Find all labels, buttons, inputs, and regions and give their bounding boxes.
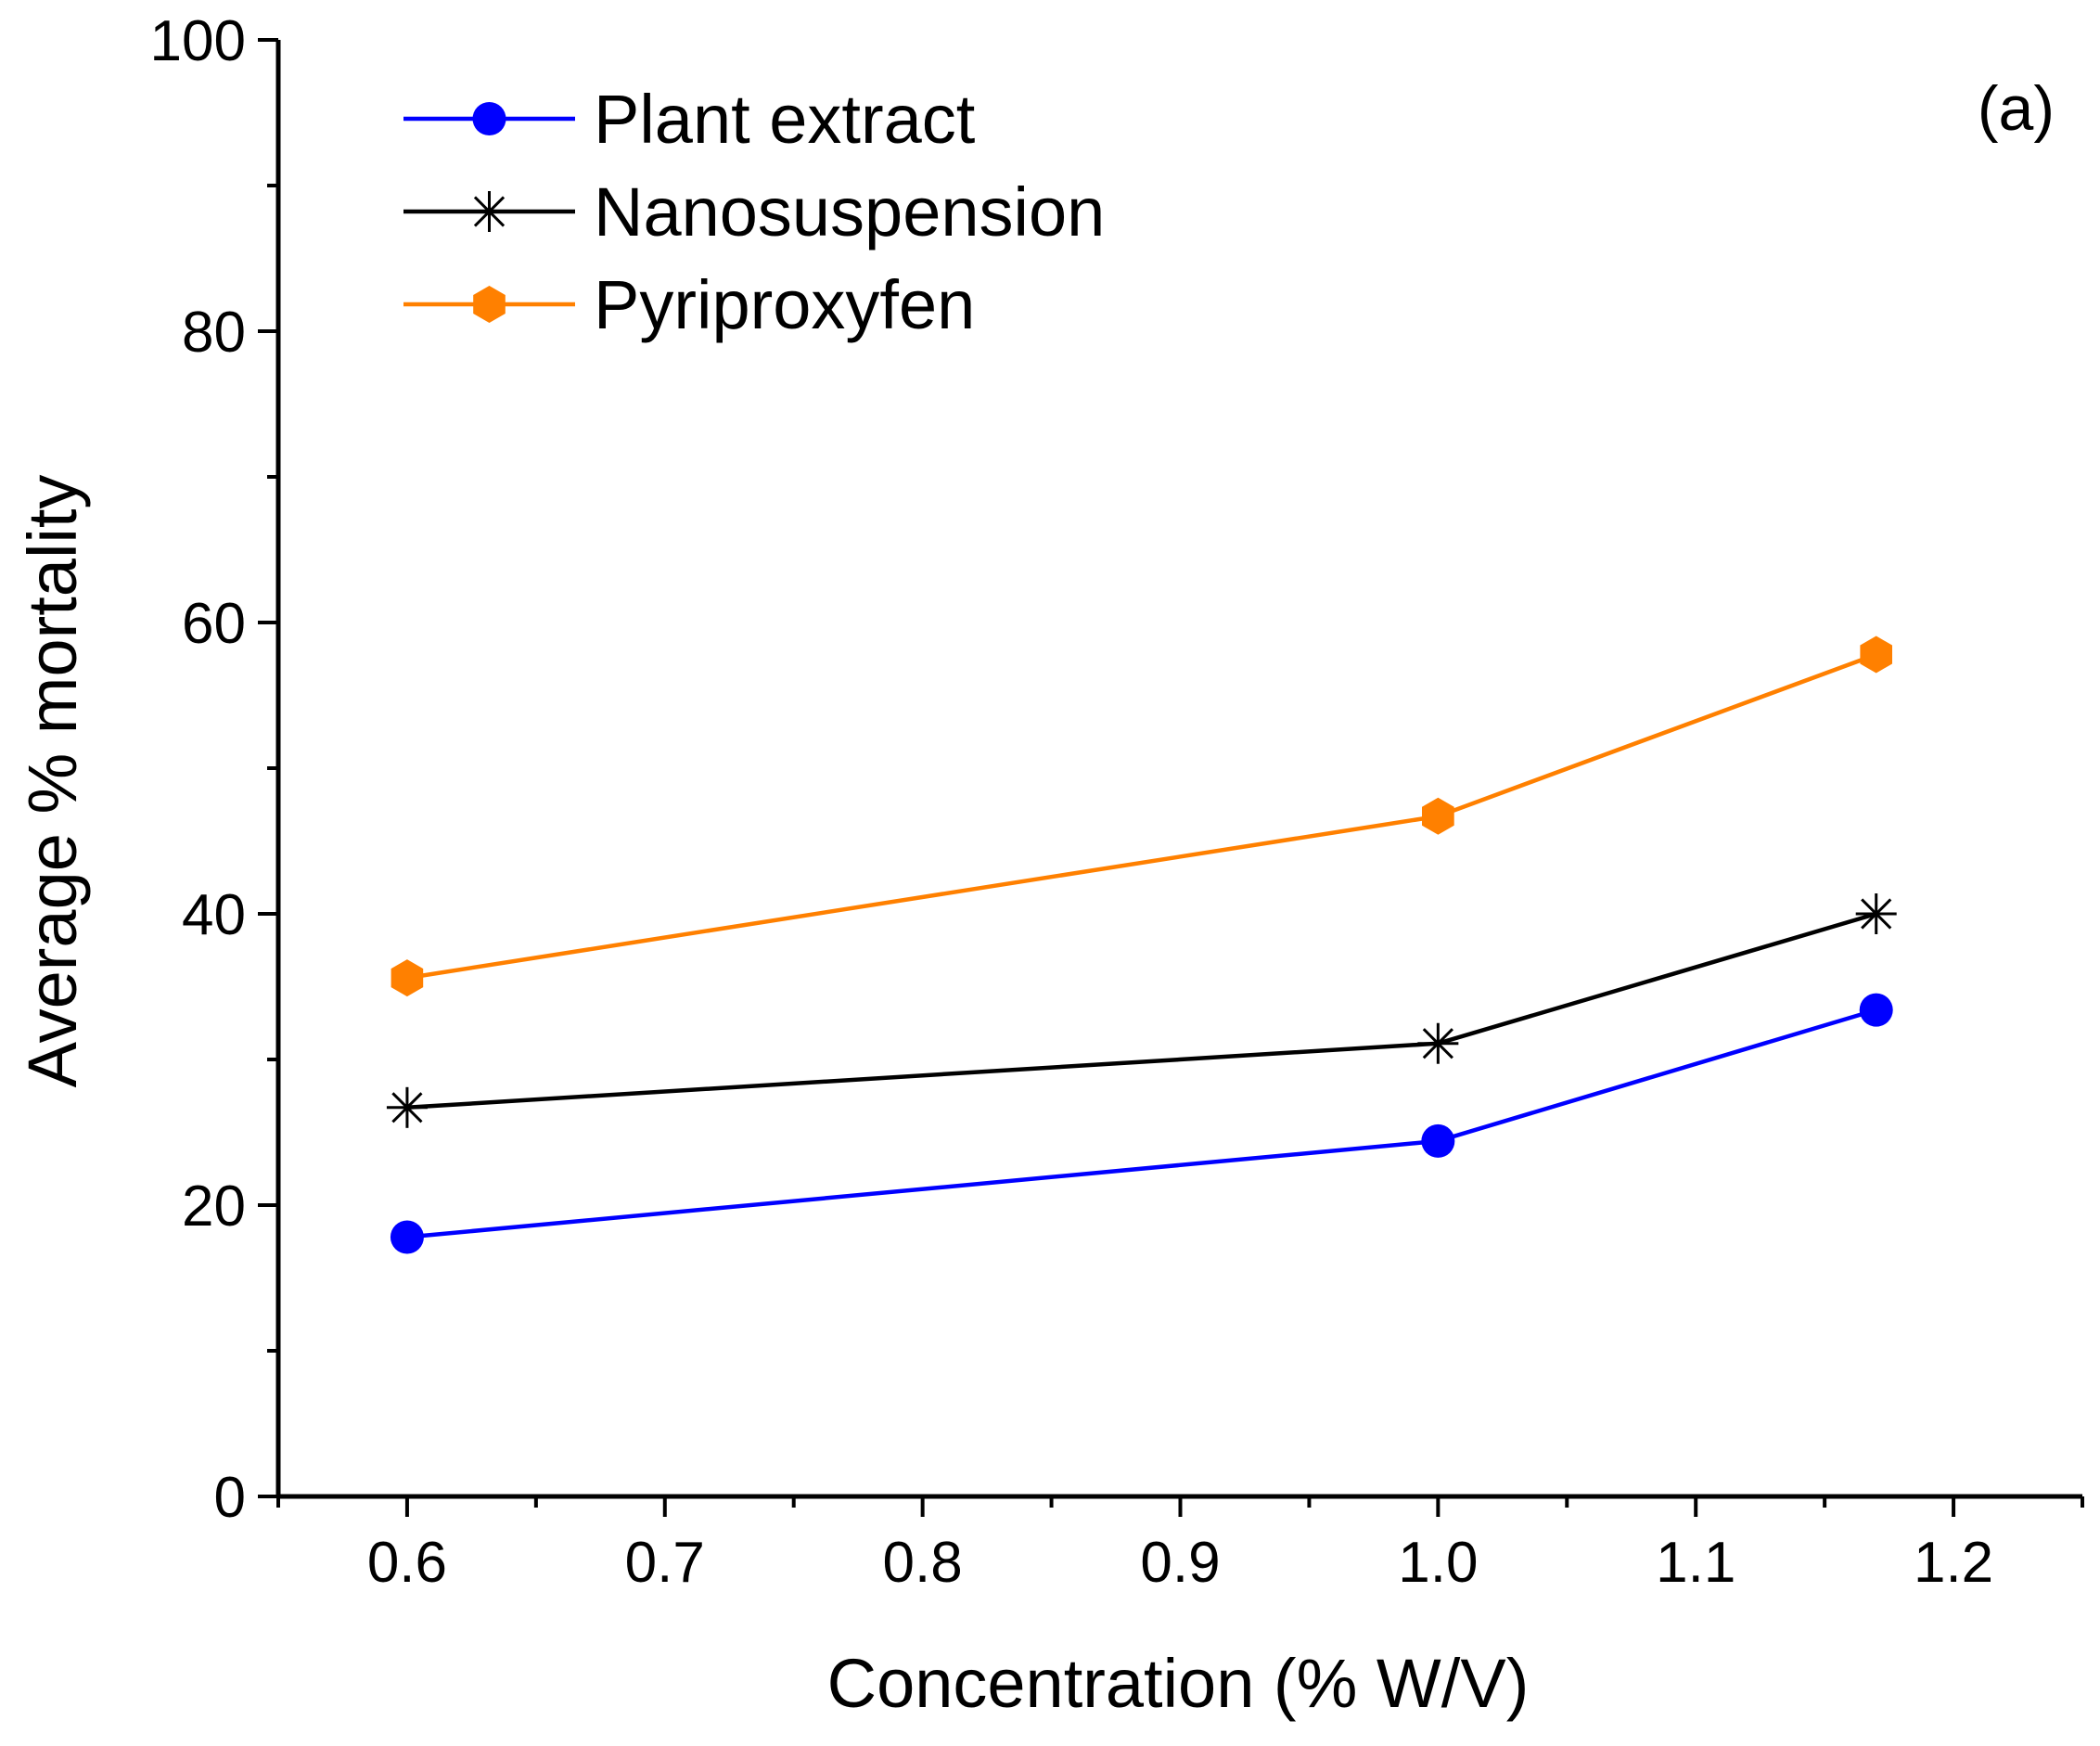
panel-label: (a) <box>1978 73 2055 144</box>
x-tick-label: 1.0 <box>1398 1531 1478 1595</box>
legend-marker <box>472 102 506 135</box>
legend-label: Plant extract <box>594 81 976 158</box>
series-line-pyriproxyfen <box>406 652 1877 981</box>
y-tick-label: 100 <box>150 9 246 73</box>
x-tick-label: 0.6 <box>367 1531 447 1595</box>
legend-item-pyriproxyfen: Pyriproxyfen <box>403 266 975 343</box>
data-point-plant-extract <box>1421 1123 1455 1158</box>
data-point-pyriproxyfen <box>1422 797 1454 835</box>
data-point-nanosuspension <box>1417 1022 1459 1064</box>
y-tick-label: 80 <box>182 301 246 365</box>
legend-label: Pyriproxyfen <box>594 266 975 343</box>
series-nanosuspension <box>386 893 1897 1128</box>
x-axis-title: Concentration (% W/V) <box>827 1645 1530 1722</box>
data-point-pyriproxyfen <box>391 959 424 997</box>
legend: Plant extract Nanosuspension Pyriproxyfen <box>403 81 1105 343</box>
x-tick-label: 1.1 <box>1656 1531 1735 1595</box>
x-tick-label: 1.2 <box>1914 1531 1993 1595</box>
series-plant-extract <box>390 993 1893 1254</box>
series-line-plant-extract <box>406 1008 1877 1239</box>
y-tick-label: 20 <box>182 1175 246 1239</box>
y-axis-title: Average % mortality <box>14 475 91 1088</box>
data-point-pyriproxyfen <box>1860 635 1892 674</box>
x-tick-label: 0.9 <box>1140 1531 1220 1595</box>
y-tick-label: 40 <box>182 883 246 947</box>
x-tick-label: 0.7 <box>625 1531 705 1595</box>
data-point-nanosuspension <box>1855 893 1897 934</box>
series-layer <box>386 635 1897 1254</box>
legend-item-plant-extract: Plant extract <box>403 81 976 158</box>
x-tick-label: 0.8 <box>883 1531 963 1595</box>
data-point-plant-extract <box>1859 993 1893 1027</box>
y-tick-label: 0 <box>214 1466 246 1530</box>
legend-label: Nanosuspension <box>594 173 1105 250</box>
data-point-nanosuspension <box>386 1086 428 1128</box>
series-pyriproxyfen <box>391 635 1892 997</box>
legend-marker <box>473 286 506 323</box>
legend-marker <box>468 191 510 232</box>
y-tick-label: 60 <box>182 592 246 656</box>
data-point-plant-extract <box>390 1220 424 1254</box>
axes-layer: 0 20 40 60 80 100 0.6 0.7 0.8 0.9 1.0 1.1 1.2 <box>150 9 2084 1595</box>
legend-item-nanosuspension: Nanosuspension <box>403 173 1105 250</box>
